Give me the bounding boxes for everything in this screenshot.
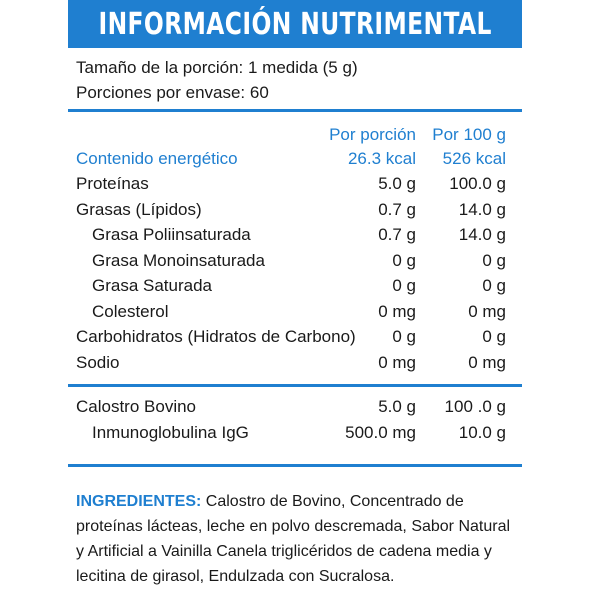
row-value-per-100g: 0 g <box>482 276 506 295</box>
ingredients-text: Calostro de Bovino, Concentrado de prote… <box>76 493 511 585</box>
table-row: Carbohidratos (Hidratos de Carbono) 0 g 0 … <box>68 327 522 351</box>
energy-per-100g: 526 kcal <box>442 149 506 168</box>
energy-per-serving: 26.3 kcal <box>347 149 416 168</box>
row-value-per-100g: 100.0 g <box>449 174 506 193</box>
row-value-per-serving: 5.0 g <box>378 397 416 416</box>
row-value-per-100g: 14.0 g <box>458 199 506 219</box>
row-value-per-serving: 0 mg <box>378 352 416 372</box>
row-label: Grasa Monoinsaturada <box>92 250 265 270</box>
servings-per-container: Porciones por envase: 60 <box>76 83 269 102</box>
divider-top <box>68 109 522 112</box>
row-value-per-serving: 0 g <box>392 276 416 295</box>
row-label: Grasas (Lípidos) <box>76 199 202 219</box>
row-label: Colesterol <box>92 301 169 321</box>
row-value-per-100g: 0 mg <box>468 352 506 372</box>
table-row: Proteínas 5.0 g 100.0 g <box>68 174 522 198</box>
row-value-per-serving: 0 g <box>392 327 416 346</box>
serving-size: Tamaño de la porción: 1 medida (5 g) <box>76 58 358 77</box>
table-row: Grasa Poliinsaturada 0.7 g 14.0 g <box>68 225 522 249</box>
table-row: Grasa Saturada 0 g 0 g <box>68 276 522 300</box>
row-value-per-100g: 0 g <box>482 250 506 270</box>
table-row: Grasa Monoinsaturada 0 g 0 g <box>68 251 522 275</box>
energy-label: Contenido energético <box>76 149 238 168</box>
nutrition-label: INFORMACIÓN NUTRIMENTAL Tamaño de la por… <box>68 0 522 601</box>
ingredients-block: INGREDIENTES: Calostro de Bovino, Concen… <box>76 489 516 589</box>
row-value-per-100g: 0 g <box>482 327 506 346</box>
column-header-per-100g: Por 100 g <box>432 125 506 144</box>
row-label: Sodio <box>76 352 120 372</box>
column-header-per-serving: Por porción <box>329 125 416 144</box>
row-label: Calostro Bovino <box>76 397 197 416</box>
label-title: INFORMACIÓN NUTRIMENTAL <box>98 6 492 42</box>
table-row: Colesterol 0 mg 0 mg <box>68 302 522 326</box>
row-value-per-serving: 500.0 mg <box>345 423 416 442</box>
row-value-per-100g: 0 mg <box>468 301 506 321</box>
row-value-per-serving: 0 mg <box>378 301 416 321</box>
row-value-per-serving: 0.7 g <box>378 225 416 244</box>
label-header: INFORMACIÓN NUTRIMENTAL <box>68 0 522 48</box>
row-label: Grasa Saturada <box>92 276 213 295</box>
row-label: Grasa Poliinsaturada <box>92 225 251 244</box>
energy-row: Contenido energético 26.3 kcal 526 kcal <box>68 149 522 173</box>
row-value-per-serving: 5.0 g <box>378 174 416 193</box>
row-value-per-100g: 14.0 g <box>458 225 506 244</box>
row-value-per-serving: 0 g <box>392 250 416 270</box>
table-row: Sodio 0 mg 0 mg <box>68 353 522 377</box>
table-row: Calostro Bovino 5.0 g 100 .0 g <box>68 397 522 421</box>
row-label: Proteínas <box>76 174 149 193</box>
row-value-per-100g: 10.0 g <box>458 423 506 442</box>
row-value-per-serving: 0.7 g <box>378 199 416 219</box>
row-value-per-100g: 100 .0 g <box>444 397 506 416</box>
divider-middle <box>68 384 522 387</box>
table-row: Inmunoglobulina IgG 500.0 mg 10.0 g <box>68 423 522 447</box>
divider-bottom <box>68 464 522 467</box>
ingredients-label: INGREDIENTES: <box>76 493 202 510</box>
table-row: Grasas (Lípidos) 0.7 g 14.0 g <box>68 200 522 224</box>
row-label: Inmunoglobulina IgG <box>92 423 249 442</box>
row-label: Carbohidratos (Hidratos de Carbono) <box>76 327 356 346</box>
